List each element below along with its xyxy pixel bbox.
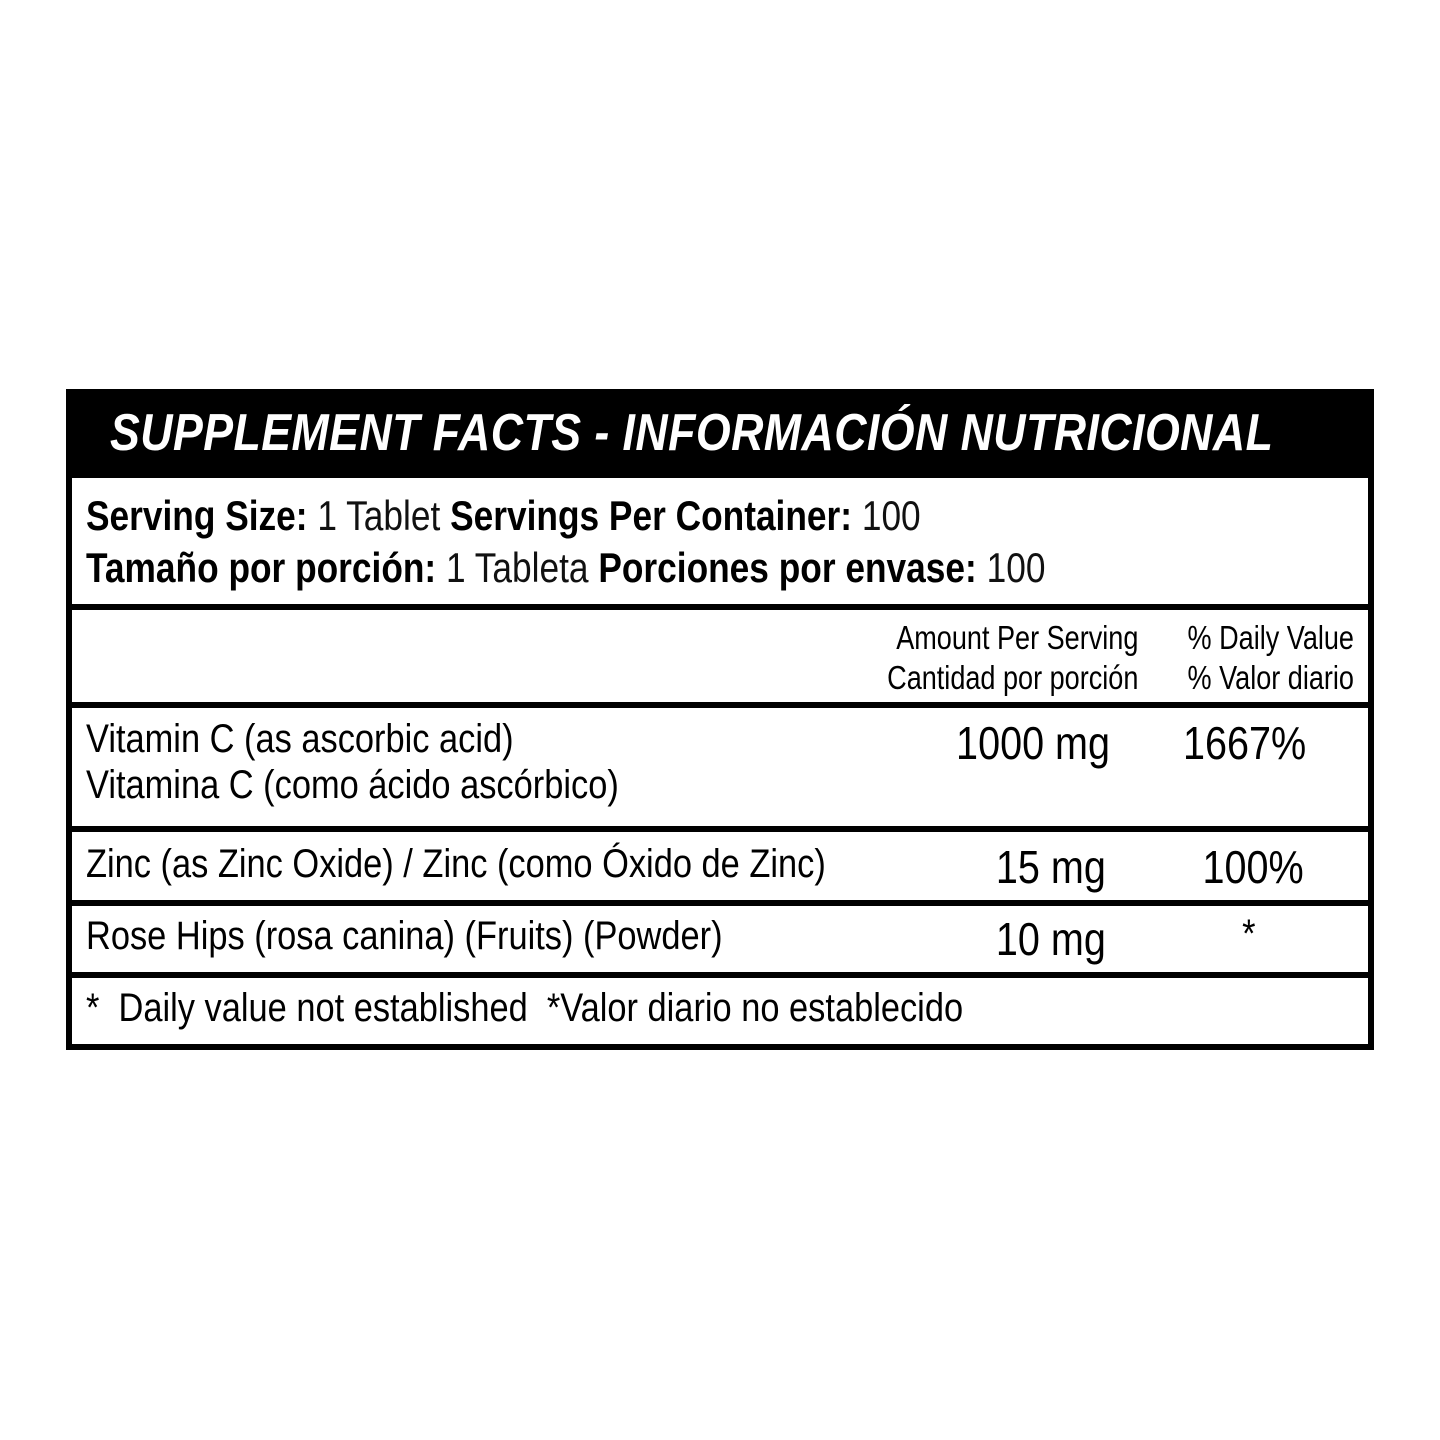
daily-value-header-es: % Valor diario <box>1187 659 1354 696</box>
serving-size-label-es: Tamaño por porción: <box>86 544 437 591</box>
amount-header: Amount Per Serving Cantidad por porción <box>887 618 1138 698</box>
serving-size-value-es: 1 Tableta <box>445 544 589 591</box>
footnote: * Daily value not established *Valor dia… <box>86 986 964 1030</box>
ingredient-row: Rose Hips (rosa canina) (Fruits) (Powder… <box>72 906 1368 972</box>
ingredient-name-en: Vitamin C (as ascorbic acid) <box>86 717 514 761</box>
serving-line-en: Serving Size: 1 Tablet Servings Per Cont… <box>86 492 921 540</box>
serving-info-row: Serving Size: 1 Tablet Servings Per Cont… <box>72 478 1368 604</box>
amount-header-es: Cantidad por porción <box>886 659 1138 696</box>
ingredient-daily-value: 100% <box>1202 841 1304 893</box>
ingredient-name: Zinc (as Zinc Oxide) / Zinc (como Óxido … <box>86 842 826 886</box>
serving-size-value: 1 Tablet <box>317 492 441 539</box>
ingredient-row: Vitamin C (as ascorbic acid) Vitamina C … <box>72 708 1368 826</box>
amount-header-en: Amount Per Serving <box>895 619 1138 656</box>
column-header-row: Amount Per Serving Cantidad por porción … <box>72 610 1368 702</box>
ingredient-name-es: Vitamina C (como ácido ascórbico) <box>86 763 619 807</box>
ingredient-daily-value: * <box>1242 912 1256 956</box>
servings-per-container-label-es: Porciones por envase: <box>598 544 977 591</box>
daily-value-header: % Daily Value % Valor diario <box>1188 618 1354 698</box>
ingredient-daily-value: 1667% <box>1182 717 1306 769</box>
daily-value-header-en: % Daily Value <box>1187 619 1354 656</box>
servings-per-container-value-es: 100 <box>986 544 1046 591</box>
ingredient-amount: 1000 mg <box>956 717 1110 769</box>
panel-title-bar: SUPPLEMENT FACTS - INFORMACIÓN NUTRICION… <box>66 389 1374 478</box>
footnote-row: * Daily value not established *Valor dia… <box>72 978 1368 1044</box>
ingredient-row: Zinc (as Zinc Oxide) / Zinc (como Óxido … <box>72 832 1368 900</box>
serving-line-es: Tamaño por porción: 1 Tableta Porciones … <box>86 544 1045 592</box>
serving-size-label: Serving Size: <box>86 492 308 539</box>
supplement-facts-panel: SUPPLEMENT FACTS - INFORMACIÓN NUTRICION… <box>66 389 1374 1050</box>
ingredient-name: Rose Hips (rosa canina) (Fruits) (Powder… <box>86 914 723 958</box>
ingredient-amount: 15 mg <box>996 841 1106 893</box>
ingredient-amount: 10 mg <box>996 913 1106 965</box>
servings-per-container-label: Servings Per Container: <box>450 492 853 539</box>
ingredient-name: Vitamin C (as ascorbic acid) Vitamina C … <box>86 716 619 808</box>
servings-per-container-value: 100 <box>861 492 921 539</box>
panel-title: SUPPLEMENT FACTS - INFORMACIÓN NUTRICION… <box>110 404 1274 462</box>
